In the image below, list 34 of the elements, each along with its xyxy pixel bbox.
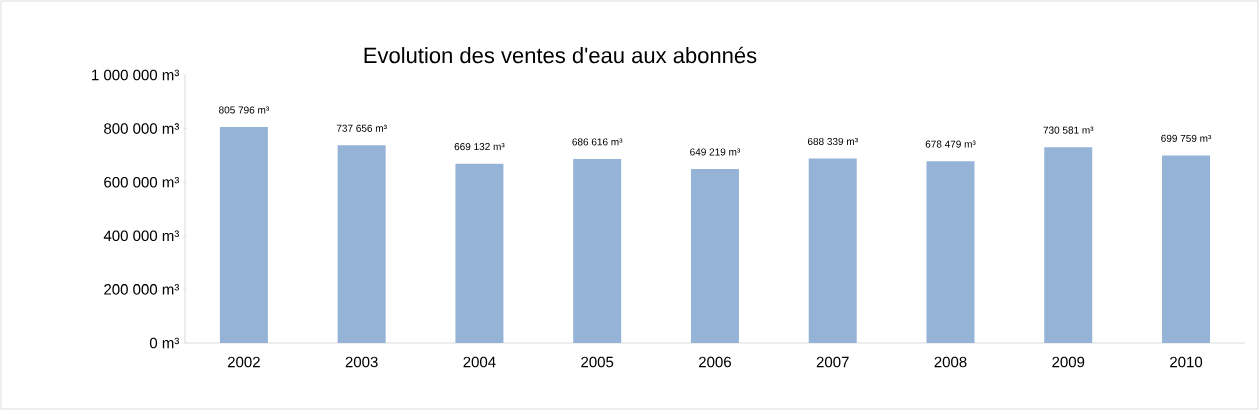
- data-label: 688 339 m³: [807, 137, 858, 145]
- bar: [219, 127, 268, 343]
- x-tick-label: 2010: [1170, 356, 1203, 368]
- y-tick-label: 600 000 m³: [104, 176, 180, 188]
- y-tick-label: 800 000 m³: [104, 123, 180, 134]
- x-tick-label: 2009: [1052, 356, 1085, 368]
- bar: [1044, 147, 1093, 343]
- x-tick-label: 2003: [345, 356, 378, 368]
- bar: [337, 145, 386, 343]
- x-tick-label: 2002: [227, 356, 260, 368]
- chart-title: Evolution des ventes d'eau aux abonnés: [364, 46, 757, 64]
- bar: [690, 169, 739, 343]
- data-label: 669 132 m³: [454, 143, 505, 151]
- y-tick-label: 0 m³: [149, 337, 180, 349]
- data-label: 699 759 m³: [1161, 134, 1212, 142]
- data-label: 649 219 m³: [690, 148, 741, 156]
- data-label: 678 479 m³: [925, 140, 976, 148]
- bar: [926, 161, 975, 343]
- x-tick-label: 2005: [581, 356, 614, 368]
- x-tick-label: 2006: [699, 356, 731, 368]
- data-label: 730 581 m³: [1043, 126, 1094, 134]
- bar: [808, 158, 857, 343]
- data-label: 737 656 m³: [336, 124, 387, 132]
- data-label: 686 616 m³: [572, 138, 623, 146]
- x-tick-label: 2008: [934, 356, 967, 368]
- bar: [1162, 155, 1211, 343]
- bar: [573, 158, 622, 343]
- bar: [455, 163, 504, 343]
- y-tick-label: 1 000 000 m³: [92, 69, 180, 81]
- x-tick-label: 2004: [463, 356, 496, 368]
- y-tick-label: 200 000 m³: [104, 284, 180, 295]
- data-label: 805 796 m³: [219, 106, 269, 114]
- y-tick-label: 400 000 m³: [103, 230, 180, 242]
- x-tick-label: 2007: [816, 356, 849, 368]
